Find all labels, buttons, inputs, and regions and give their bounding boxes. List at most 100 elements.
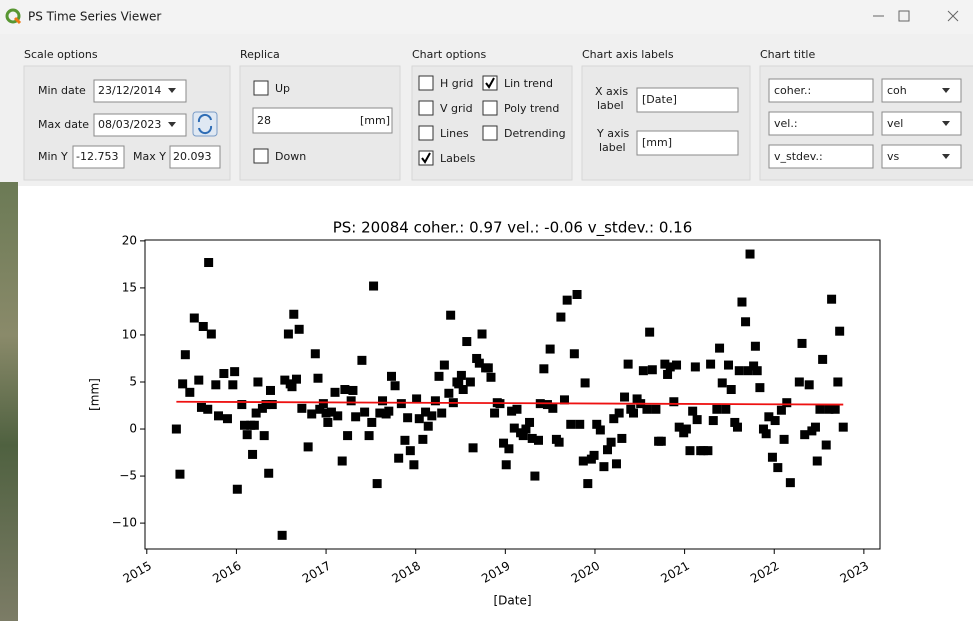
data-point: [724, 361, 733, 370]
group-title: Scale options: [24, 48, 98, 61]
data-point: [615, 409, 624, 418]
y-tick-label: 10: [122, 327, 137, 341]
checkbox[interactable]: [483, 76, 497, 90]
checkbox[interactable]: [419, 101, 433, 115]
data-point: [639, 366, 648, 375]
data-point: [780, 435, 789, 444]
y-tick-label: 5: [129, 374, 137, 388]
data-point: [762, 429, 771, 438]
checkbox[interactable]: [483, 126, 497, 140]
checkbox[interactable]: [254, 149, 268, 163]
data-point: [427, 411, 436, 420]
data-point: [243, 430, 252, 439]
data-point: [827, 295, 836, 304]
y-tick-label: 15: [122, 280, 137, 294]
data-point: [672, 361, 681, 370]
data-point: [617, 434, 626, 443]
combo-value: vel: [887, 117, 903, 130]
data-point: [175, 470, 184, 479]
data-point: [642, 405, 651, 414]
checkbox[interactable]: [254, 81, 268, 95]
data-point: [446, 311, 455, 320]
data-point: [295, 325, 304, 334]
data-point: [624, 360, 633, 369]
data-point: [347, 396, 356, 405]
checkbox[interactable]: [419, 151, 433, 165]
y-tick-label: −10: [112, 516, 137, 530]
data-point: [248, 450, 257, 459]
data-point: [556, 313, 565, 322]
data-point: [773, 463, 782, 472]
data-point: [811, 423, 820, 432]
data-point: [691, 362, 700, 371]
data-point: [219, 369, 228, 378]
data-point: [469, 443, 478, 452]
data-point: [466, 377, 475, 386]
data-point: [351, 412, 360, 421]
data-point: [833, 377, 842, 386]
data-point: [818, 355, 827, 364]
data-point: [204, 258, 213, 267]
field-label: Max date: [38, 118, 89, 131]
app-window: PS Time Series Viewer Scale options Repl…: [0, 0, 973, 621]
data-point: [685, 446, 694, 455]
data-point: [782, 398, 791, 407]
data-point: [211, 380, 220, 389]
data-point: [768, 453, 777, 462]
data-point: [771, 416, 780, 425]
field-label: label: [599, 141, 626, 154]
data-point: [400, 436, 409, 445]
data-point: [706, 360, 715, 369]
data-point: [357, 356, 366, 365]
data-point: [228, 380, 237, 389]
data-point: [721, 405, 730, 414]
y-tick-label: 0: [129, 422, 137, 436]
data-point: [331, 388, 340, 397]
data-point: [751, 342, 760, 351]
data-point: [727, 385, 736, 394]
data-point: [397, 399, 406, 408]
checkbox-label: Lin trend: [504, 77, 553, 90]
data-point: [648, 365, 657, 374]
input-value: v_stdev.:: [774, 150, 823, 163]
data-point: [409, 460, 418, 469]
data-point: [365, 431, 374, 440]
data-point: [599, 462, 608, 471]
data-point: [755, 383, 764, 392]
data-point: [440, 361, 449, 370]
data-point: [462, 337, 471, 346]
checkbox[interactable]: [483, 101, 497, 115]
data-point: [746, 250, 755, 259]
data-point: [813, 457, 822, 466]
data-point: [693, 415, 702, 424]
data-point: [311, 349, 320, 358]
checkbox-label: Poly trend: [504, 102, 559, 115]
map-background: [0, 182, 18, 621]
data-point: [839, 423, 848, 432]
date-value: 23/12/2014: [98, 84, 161, 97]
data-point: [194, 376, 203, 385]
window-title: PS Time Series Viewer: [28, 10, 161, 24]
chart-title: PS: 20084 coher.: 0.97 vel.: -0.06 v_std…: [333, 219, 693, 238]
checkbox[interactable]: [419, 126, 433, 140]
data-point: [563, 296, 572, 305]
data-point: [457, 371, 466, 380]
data-point: [403, 413, 412, 422]
data-point: [735, 366, 744, 375]
data-point: [822, 441, 831, 450]
data-point: [333, 411, 342, 420]
data-point: [304, 442, 313, 451]
data-point: [367, 418, 376, 427]
checkbox[interactable]: [419, 76, 433, 90]
data-point: [378, 396, 387, 405]
x-axis-label: [Date]: [493, 594, 531, 608]
data-point: [815, 405, 824, 414]
data-point: [596, 425, 605, 434]
data-point: [284, 330, 293, 339]
data-point: [394, 454, 403, 463]
data-point: [581, 378, 590, 387]
data-point: [512, 405, 521, 414]
checkbox-label: Down: [275, 150, 306, 163]
data-point: [620, 393, 629, 402]
data-point: [607, 438, 616, 447]
